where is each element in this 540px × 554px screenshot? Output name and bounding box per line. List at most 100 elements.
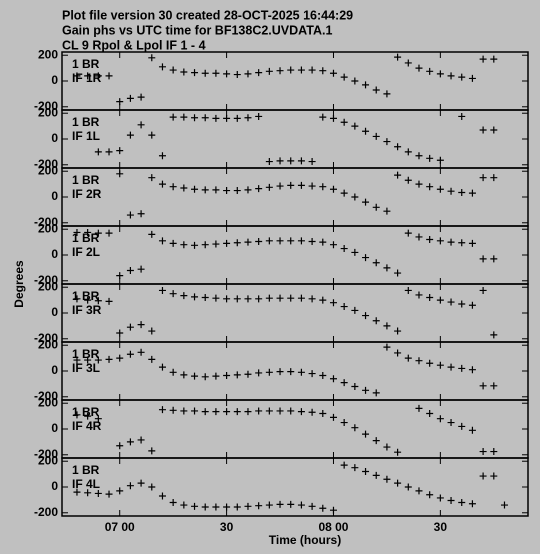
- point: [319, 183, 327, 191]
- panel-label: IF 2R: [72, 187, 102, 201]
- point: [244, 502, 252, 510]
- y-tick-label: -200: [34, 331, 58, 345]
- point: [223, 408, 231, 416]
- point: [404, 148, 412, 156]
- panel-label: 1 BR: [72, 405, 100, 419]
- point: [479, 382, 487, 390]
- point: [180, 241, 188, 249]
- point: [319, 238, 327, 246]
- point: [319, 67, 327, 75]
- point: [169, 290, 177, 298]
- point: [329, 375, 337, 383]
- point: [372, 132, 380, 140]
- point: [297, 368, 305, 376]
- point: [372, 437, 380, 445]
- point: [148, 230, 156, 238]
- point: [212, 240, 220, 248]
- y-tick-label: 0: [51, 479, 58, 493]
- point: [490, 255, 498, 263]
- x-tick-label: 08 00: [318, 520, 348, 534]
- point: [319, 296, 327, 304]
- point: [126, 323, 134, 331]
- y-tick-label: 200: [38, 47, 58, 61]
- point: [158, 237, 166, 245]
- point: [84, 489, 92, 497]
- point: [201, 408, 209, 416]
- point: [244, 70, 252, 78]
- point: [137, 210, 145, 218]
- point: [126, 266, 134, 274]
- point: [415, 357, 423, 365]
- point: [201, 69, 209, 77]
- point: [233, 371, 241, 379]
- point: [329, 413, 337, 421]
- point: [126, 94, 134, 102]
- point: [276, 368, 284, 376]
- point: [287, 66, 295, 74]
- point: [436, 156, 444, 164]
- y-tick-label: 0: [51, 247, 58, 261]
- y-tick-label: -200: [34, 389, 58, 403]
- point: [468, 500, 476, 508]
- point: [479, 55, 487, 63]
- point: [362, 312, 370, 320]
- point: [340, 303, 348, 311]
- point: [490, 174, 498, 182]
- point: [479, 448, 487, 456]
- point: [73, 228, 81, 236]
- point: [94, 356, 102, 364]
- point: [383, 138, 391, 146]
- point: [233, 71, 241, 79]
- point: [233, 503, 241, 511]
- point: [319, 410, 327, 418]
- point: [479, 255, 487, 263]
- point: [351, 77, 359, 85]
- point: [265, 67, 273, 75]
- point: [223, 503, 231, 511]
- point: [84, 72, 92, 80]
- point: [372, 389, 380, 397]
- point: [479, 126, 487, 134]
- point: [73, 356, 81, 364]
- point: [308, 66, 316, 74]
- y-tick-label: -200: [34, 447, 58, 461]
- point: [308, 408, 316, 416]
- point: [426, 294, 434, 302]
- point: [244, 114, 252, 122]
- point: [94, 148, 102, 156]
- point: [223, 372, 231, 380]
- point: [383, 343, 391, 351]
- point: [169, 183, 177, 191]
- point: [116, 98, 124, 106]
- point: [329, 241, 337, 249]
- point: [436, 237, 444, 245]
- point: [255, 369, 263, 377]
- point: [137, 265, 145, 273]
- point: [362, 81, 370, 89]
- point: [255, 295, 263, 303]
- point: [426, 491, 434, 499]
- point: [415, 64, 423, 72]
- point: [319, 113, 327, 121]
- point: [490, 472, 498, 480]
- point: [148, 355, 156, 363]
- point: [394, 327, 402, 335]
- point: [415, 180, 423, 188]
- point: [148, 327, 156, 335]
- point: [436, 70, 444, 78]
- point: [404, 59, 412, 67]
- point: [233, 114, 241, 122]
- point: [468, 74, 476, 82]
- point: [362, 127, 370, 135]
- y-tick-label: 200: [38, 163, 58, 177]
- title-line: Plot file version 30 created 28-OCT-2025…: [62, 8, 353, 22]
- point: [468, 426, 476, 434]
- point: [276, 237, 284, 245]
- point: [180, 501, 188, 509]
- point: [158, 492, 166, 500]
- point: [94, 297, 102, 305]
- point: [201, 114, 209, 122]
- point: [191, 241, 199, 249]
- y-tick-label: 200: [38, 221, 58, 235]
- point: [126, 350, 134, 358]
